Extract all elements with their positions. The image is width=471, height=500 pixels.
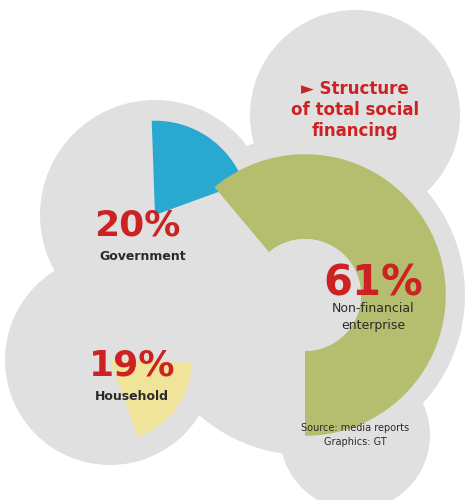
Text: Household: Household: [95, 390, 169, 402]
Text: 19%: 19%: [89, 348, 175, 382]
Text: 61%: 61%: [323, 262, 423, 304]
Text: Source: media reports
Graphics: GT: Source: media reports Graphics: GT: [301, 424, 409, 446]
Text: Non-financial
enterprise: Non-financial enterprise: [332, 302, 414, 332]
Circle shape: [5, 255, 215, 465]
Circle shape: [280, 360, 430, 500]
Text: ► Structure
of total social
financing: ► Structure of total social financing: [291, 80, 419, 140]
Circle shape: [145, 135, 465, 455]
Wedge shape: [152, 120, 244, 215]
Circle shape: [250, 10, 460, 220]
Text: 20%: 20%: [94, 208, 180, 242]
Circle shape: [249, 239, 361, 351]
Circle shape: [40, 100, 270, 330]
Wedge shape: [214, 154, 446, 436]
Text: Government: Government: [100, 250, 187, 264]
Wedge shape: [110, 360, 192, 437]
